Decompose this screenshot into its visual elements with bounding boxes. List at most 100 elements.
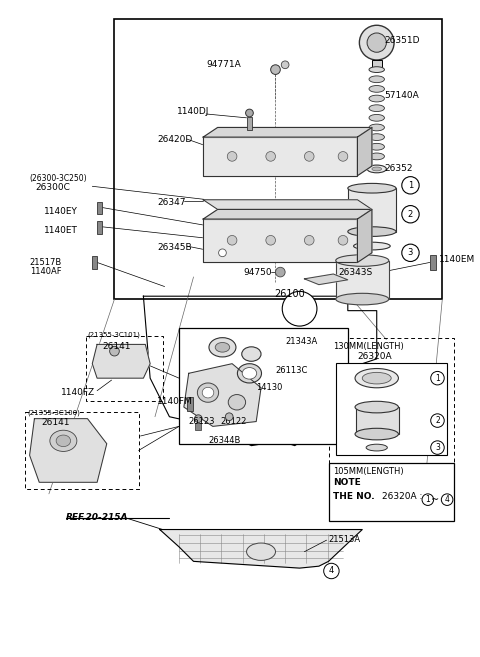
Bar [195,422,201,430]
Text: 26113C: 26113C [276,366,308,375]
Text: 1140EY: 1140EY [44,206,78,215]
Text: 1140FM: 1140FM [157,397,192,407]
Text: 26351D: 26351D [384,36,420,45]
Circle shape [338,235,348,245]
Circle shape [266,152,276,161]
Ellipse shape [50,430,77,451]
Ellipse shape [369,95,384,102]
Bar [25,412,139,489]
Bar [328,338,454,463]
Circle shape [225,413,233,420]
Ellipse shape [355,369,398,388]
Circle shape [324,563,339,579]
Text: 1140ET: 1140ET [44,226,78,235]
Bar [97,221,102,233]
Text: (21355-3C100): (21355-3C100) [28,409,81,415]
Circle shape [227,235,237,245]
Ellipse shape [372,167,382,171]
Circle shape [431,441,444,455]
Ellipse shape [355,401,398,413]
Text: 26345B: 26345B [158,243,192,252]
Circle shape [246,109,253,117]
Bar [247,117,252,130]
Text: (21355-3C101): (21355-3C101) [87,332,140,338]
Circle shape [271,65,280,74]
Ellipse shape [348,183,396,193]
Text: 26320A :: 26320A : [382,492,422,501]
Bar [336,363,447,455]
Text: 94771A: 94771A [206,60,241,69]
Text: 130MM(LENGTH): 130MM(LENGTH) [333,342,404,351]
Ellipse shape [336,255,389,266]
Text: 26300C: 26300C [36,183,70,193]
Circle shape [431,371,444,385]
Text: 1140AF: 1140AF [30,267,61,277]
Ellipse shape [355,428,398,440]
Text: 26141: 26141 [102,342,131,351]
Polygon shape [92,344,150,378]
Polygon shape [203,219,358,262]
Ellipse shape [336,293,389,305]
Bar [179,328,348,443]
Ellipse shape [215,342,230,352]
Text: 21343A: 21343A [285,337,317,346]
Text: 26343S: 26343S [338,267,372,277]
Bar [356,407,399,434]
Text: 1: 1 [408,181,413,190]
Text: 1140EM: 1140EM [439,255,476,263]
Ellipse shape [369,143,384,150]
Ellipse shape [362,373,391,384]
Bar [430,255,435,270]
Ellipse shape [369,153,384,160]
Bar [187,397,192,411]
Polygon shape [203,200,372,210]
Text: REF.20-215A: REF.20-215A [66,513,129,522]
Polygon shape [203,137,358,175]
Ellipse shape [369,67,384,72]
Polygon shape [304,274,348,284]
Ellipse shape [247,543,276,560]
Circle shape [218,249,226,257]
Text: 2: 2 [408,210,413,219]
Circle shape [402,244,419,261]
Text: 14130: 14130 [256,383,283,392]
Circle shape [367,33,386,53]
Text: 1: 1 [435,374,440,382]
Text: 26352: 26352 [384,164,413,173]
Ellipse shape [242,367,257,379]
Ellipse shape [202,388,214,398]
Polygon shape [203,127,372,137]
Ellipse shape [242,347,261,361]
Ellipse shape [366,444,387,451]
Circle shape [338,152,348,161]
Circle shape [194,415,202,422]
Bar [85,336,163,401]
Polygon shape [358,127,372,175]
Text: 3: 3 [435,443,440,452]
Text: 21517B: 21517B [30,258,62,267]
Text: 26347: 26347 [158,198,186,207]
Text: 94750: 94750 [244,267,272,277]
Text: (26300-3C250): (26300-3C250) [30,173,87,183]
Bar [97,202,102,214]
Text: THE NO.: THE NO. [333,492,375,501]
Text: 26344B: 26344B [208,436,240,445]
Text: 105MM(LENGTH): 105MM(LENGTH) [333,467,404,476]
Circle shape [266,235,276,245]
Text: 26122: 26122 [220,417,247,426]
Circle shape [281,61,289,68]
Circle shape [402,206,419,223]
Text: ~: ~ [431,495,439,505]
Circle shape [441,494,453,505]
Circle shape [304,152,314,161]
Ellipse shape [238,364,262,383]
Bar [92,256,97,269]
Ellipse shape [369,114,384,121]
Circle shape [422,494,433,505]
Text: 26123: 26123 [189,417,215,426]
Polygon shape [30,419,107,482]
Ellipse shape [369,134,384,141]
Bar [114,20,442,299]
Circle shape [402,177,419,194]
Text: 26320A: 26320A [358,352,392,361]
